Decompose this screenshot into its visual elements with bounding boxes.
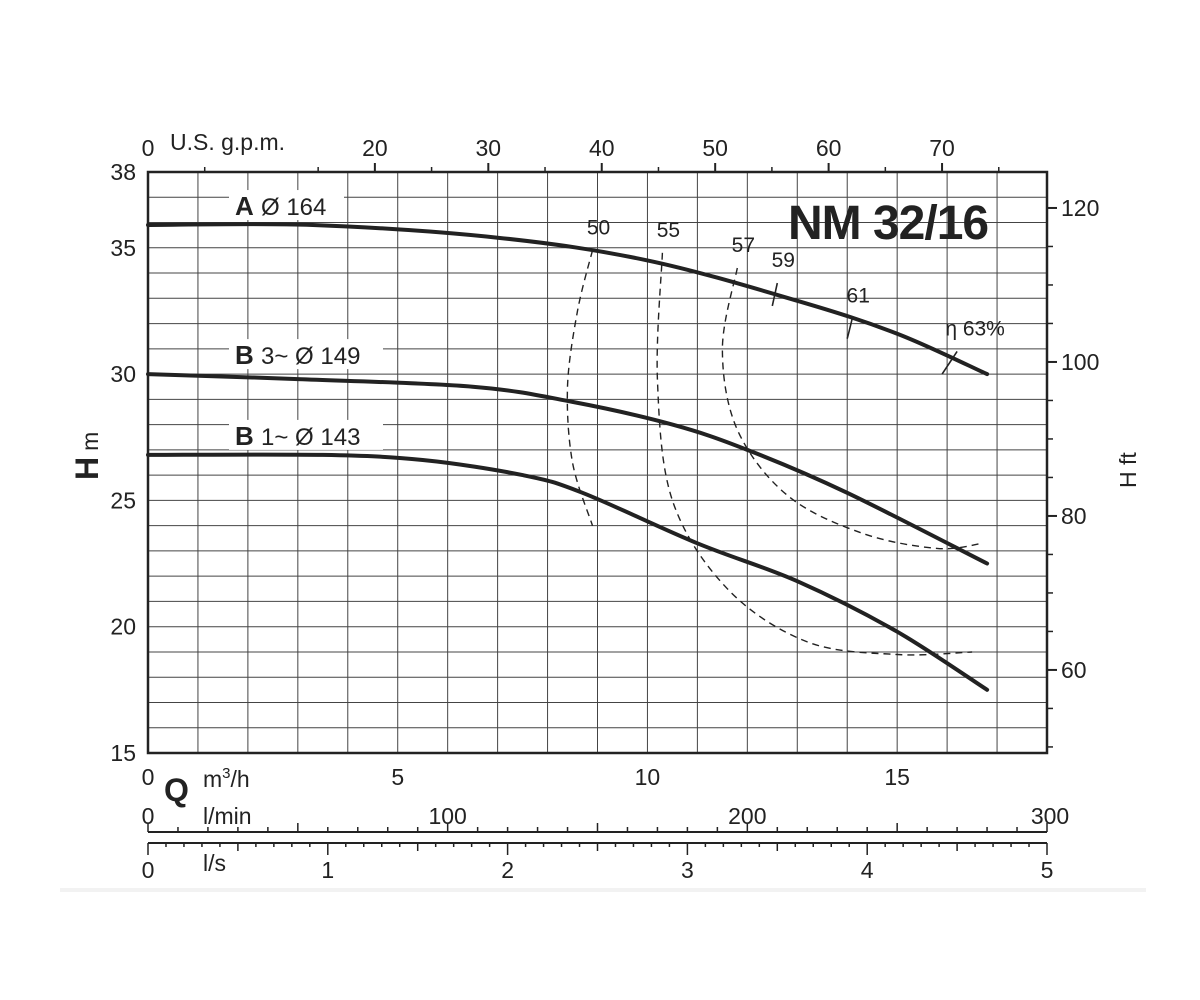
- ls-tick-label: 1: [321, 857, 334, 883]
- ls-tick-label: 0: [142, 857, 155, 883]
- ls-tick-label: 2: [501, 857, 514, 883]
- performance-curve-3: [146, 452, 990, 692]
- efficiency-label: 59: [772, 249, 795, 272]
- x-tick-label: 5: [391, 764, 404, 790]
- curve-label-backing: [229, 419, 383, 450]
- y2-axis-title: H ft: [1115, 452, 1141, 488]
- chart-title: NM 32/16: [788, 197, 988, 250]
- lmin-tick-label: 0: [142, 803, 155, 829]
- y-tick-label: 25: [110, 487, 136, 513]
- efficiency-curves: [566, 250, 983, 656]
- top-tick-label: 60: [816, 135, 842, 161]
- y2-tick-label: 80: [1061, 503, 1087, 529]
- grid: [148, 172, 1047, 753]
- lmin-tick-label: 200: [728, 803, 766, 829]
- curve-label-backing: [229, 339, 383, 370]
- curve-letter-label: B: [235, 421, 254, 451]
- footer-shadow: [60, 888, 1146, 892]
- efficiency-curve-63: [941, 350, 958, 375]
- y2-tick-label: 100: [1061, 349, 1099, 375]
- y2-tick-label: 120: [1061, 195, 1099, 221]
- top-tick-label: 30: [476, 135, 502, 161]
- curve-letter-label: A: [235, 191, 254, 221]
- y-tick-label: 15: [110, 740, 136, 766]
- efficiency-curve-57: [721, 267, 983, 550]
- top-tick-label: 20: [362, 135, 388, 161]
- top-tick-label: 40: [589, 135, 615, 161]
- x-axis-unit: m3/h: [203, 765, 250, 792]
- curve-name-label: 1~ Ø 143: [261, 424, 360, 451]
- y-tick-label: 35: [110, 235, 136, 261]
- performance-curve-2: [146, 372, 990, 566]
- lmin-tick-label: 300: [1031, 803, 1069, 829]
- plot-frame: [146, 170, 1049, 755]
- y-tick-label: 38: [110, 159, 136, 185]
- top-tick-label: 0: [142, 135, 155, 161]
- ls-tick-label: 3: [681, 857, 694, 883]
- top-tick-label: 70: [929, 135, 955, 161]
- efficiency-label: η 63%: [945, 317, 1005, 340]
- performance-curve-1: [146, 222, 990, 377]
- efficiency-label: 61: [847, 285, 870, 308]
- efficiency-curve-50: [566, 250, 594, 526]
- ls-tick-label: 5: [1041, 857, 1054, 883]
- x-unit-base: m: [203, 766, 222, 792]
- efficiency-label: 55: [657, 219, 680, 242]
- efficiency-label: 57: [732, 234, 755, 257]
- curve-name-label: 3~ Ø 149: [261, 343, 360, 370]
- x-tick-label: 10: [635, 764, 661, 790]
- efficiency-label: 50: [587, 216, 610, 239]
- ls-tick-label: 4: [861, 857, 874, 883]
- x-unit-suffix: /h: [231, 766, 250, 792]
- y-tick-label: 20: [110, 614, 136, 640]
- efficiency-curve-55: [656, 252, 973, 656]
- lmin-tick-label: 100: [428, 803, 466, 829]
- x-unit-superscript: 3: [222, 765, 230, 782]
- x-axis-symbol: Q: [164, 772, 189, 808]
- top-tick-label: 50: [702, 135, 728, 161]
- ls-axis-title: l/s: [203, 850, 226, 876]
- curve-label-backing: [229, 190, 344, 221]
- curve-labels: 50 55 57 59 61 η 63% A Ø 164 B 3~ Ø 149 B 1~ Ø 143: [229, 190, 1005, 451]
- top-axis-title: U.S. g.p.m.: [170, 129, 285, 155]
- y-axis-symbol: H: [69, 457, 105, 480]
- performance-curves: [146, 222, 990, 692]
- curve-name-label: Ø 164: [261, 194, 326, 221]
- x-tick-label: 15: [884, 764, 910, 790]
- y2-tick-label: 60: [1061, 657, 1087, 683]
- y-axis-unit: m: [77, 432, 103, 451]
- x-tick-label: 0: [142, 764, 155, 790]
- lmin-axis-title: l/min: [203, 803, 252, 829]
- y-axis-title: Hm: [69, 432, 105, 480]
- curve-letter-label: B: [235, 340, 254, 370]
- y-tick-label: 30: [110, 361, 136, 387]
